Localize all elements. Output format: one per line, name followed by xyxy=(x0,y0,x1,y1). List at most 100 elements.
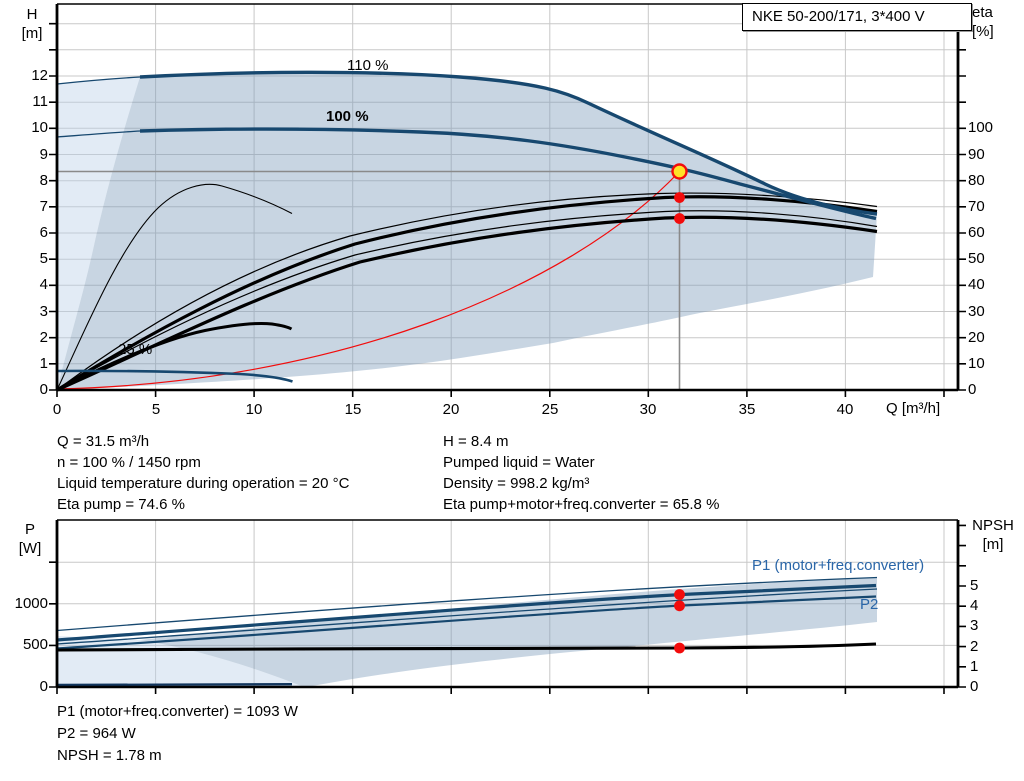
p-axis-title: P [W] xyxy=(18,521,42,557)
npsh-axis-title: NPSH [m] xyxy=(972,517,1014,553)
eta-tick-label: 30 xyxy=(968,303,985,320)
npsh-tick-label: 2 xyxy=(970,638,979,655)
h-tick-label: 7 xyxy=(39,198,48,215)
eta-tick-label: 90 xyxy=(968,146,985,163)
q-axis-ticks xyxy=(56,390,945,397)
info-density: Density = 998.2 kg/m³ xyxy=(443,475,590,492)
curve-label-p2: P2 xyxy=(860,596,879,613)
eta-tick-label: 40 xyxy=(968,276,985,293)
qh-110-curve-thin xyxy=(56,76,141,85)
eta-total-110-curve xyxy=(56,210,878,391)
duty-point-eta-pump xyxy=(674,192,685,203)
p-tick-label: 1000 xyxy=(14,595,48,612)
eta-axis-title: eta [%] xyxy=(972,4,994,40)
curve-label-110: 110 % xyxy=(347,57,389,74)
eta-pump-100-curve xyxy=(56,195,878,392)
q-tick-label: 40 xyxy=(836,401,854,418)
duty-point-p2 xyxy=(674,600,685,612)
q-tick-label: 5 xyxy=(151,401,161,418)
h-tick-label: 5 xyxy=(39,250,48,267)
pump-title: NKE 50-200/171, 3*400 V xyxy=(752,8,925,25)
top-chart-operating-envelope xyxy=(57,72,877,391)
h-tick-label: 8 xyxy=(39,172,48,189)
p2-110-curve xyxy=(56,588,878,645)
duty-crosshair xyxy=(57,170,681,390)
p1-110-curve xyxy=(56,576,878,632)
info-p1: P1 (motor+freq.converter) = 1093 W xyxy=(57,703,298,720)
info-eta-total: Eta pump+motor+freq.converter = 65.8 % xyxy=(443,496,720,513)
duty-point-npsh xyxy=(674,642,685,654)
npsh-tick-label: 4 xyxy=(970,597,979,614)
top-chart-frame xyxy=(49,3,966,397)
eta-tick-label: 70 xyxy=(968,198,985,215)
h-tick-label: 10 xyxy=(31,119,48,136)
eta-tick-label: 50 xyxy=(968,250,985,267)
qh-25-curve xyxy=(56,369,293,383)
eta-curves xyxy=(56,183,878,392)
envelope-main-region xyxy=(57,72,877,391)
eta-pump-25-curve xyxy=(56,183,293,391)
qh-100-curve xyxy=(139,127,877,221)
q-axis-title: Q [m³/h] xyxy=(886,400,941,417)
info-speed: n = 100 % / 1450 rpm xyxy=(57,454,201,471)
curve-label-100: 100 % xyxy=(326,108,369,125)
h-axis-ticks xyxy=(49,22,57,391)
h-tick-label: 4 xyxy=(39,276,48,293)
pump-title-box: NKE 50-200/171, 3*400 V xyxy=(742,3,972,31)
p-axis-ticks xyxy=(49,561,57,688)
h-tick-label: 2 xyxy=(39,329,48,346)
q-tick-label: 35 xyxy=(738,401,756,418)
h-tick-label: 3 xyxy=(39,303,48,320)
eta-tick-label: 20 xyxy=(968,329,985,346)
npsh-axis-ticks xyxy=(958,524,966,688)
eta-tick-label: 80 xyxy=(968,172,985,189)
h-axis-title: H [m] xyxy=(21,6,43,42)
h-tick-label: 0 xyxy=(39,381,48,398)
h-tick-label: 9 xyxy=(39,146,48,163)
h-tick-label: 11 xyxy=(32,93,48,110)
p2-100-curve xyxy=(56,595,877,650)
h-tick-label: 12 xyxy=(31,67,48,84)
info-h: H = 8.4 m xyxy=(443,433,509,450)
bottom-chart-operating-envelope xyxy=(57,577,877,688)
duty-point-p1 xyxy=(674,589,685,600)
npsh-tick-label: 3 xyxy=(970,617,979,634)
eta-total-25-curve xyxy=(56,322,293,392)
info-eta-pump: Eta pump = 74.6 % xyxy=(57,496,185,513)
qh-100-curve-thin xyxy=(56,130,141,138)
q-tick-label: 30 xyxy=(639,401,657,418)
bottom-duty-markers xyxy=(674,589,685,654)
curve-label-p1: P1 (motor+freq.converter) xyxy=(752,557,925,574)
eta-tick-label: 100 xyxy=(968,119,994,136)
duty-point-eta-total xyxy=(674,213,685,224)
eta-pump-110-curve xyxy=(56,192,878,391)
qh-curves xyxy=(56,70,878,383)
q-tick-label: 25 xyxy=(541,401,559,418)
info-p2: P2 = 964 W xyxy=(57,725,136,742)
p1-100-curve xyxy=(56,583,877,642)
eta-tick-label: 0 xyxy=(968,381,977,398)
info-liquid-temperature: Liquid temperature during operation = 20… xyxy=(57,475,350,492)
eta-tick-label: 60 xyxy=(968,224,985,241)
p-tick-label: 0 xyxy=(39,678,48,695)
info-q: Q = 31.5 m³/h xyxy=(57,433,150,450)
info-pumped-liquid: Pumped liquid = Water xyxy=(443,454,595,471)
envelope-pale-region xyxy=(57,77,140,390)
p2-25-curve xyxy=(57,683,293,687)
eta-axis-ticks xyxy=(958,22,966,391)
npsh-tick-label: 5 xyxy=(970,577,979,594)
qh-110-curve xyxy=(139,70,878,216)
duty-point-markers xyxy=(671,163,688,224)
power-curves xyxy=(56,576,878,687)
q-tick-label: 10 xyxy=(245,401,263,418)
eta-total-100-curve xyxy=(56,215,878,392)
q-tick-label: 15 xyxy=(344,401,362,418)
npsh-curve xyxy=(56,642,877,652)
h-tick-label: 1 xyxy=(39,355,48,372)
info-npsh: NPSH = 1.78 m xyxy=(57,747,162,764)
p-tick-label: 500 xyxy=(22,636,48,653)
npsh-tick-label: 1 xyxy=(970,658,979,675)
duty-point-qh xyxy=(671,163,688,180)
